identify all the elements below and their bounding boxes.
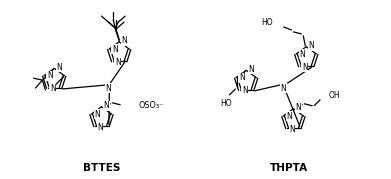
- Text: N: N: [308, 41, 314, 50]
- Text: HO: HO: [221, 99, 232, 108]
- Text: N: N: [50, 84, 56, 93]
- Text: N: N: [281, 84, 287, 93]
- Text: N: N: [121, 36, 127, 45]
- Text: N: N: [286, 112, 292, 121]
- Text: N: N: [56, 63, 62, 72]
- Text: N: N: [104, 101, 109, 110]
- Text: N: N: [302, 63, 308, 72]
- Text: N: N: [299, 50, 305, 59]
- Text: HO: HO: [261, 18, 273, 26]
- Text: OSO₃⁻: OSO₃⁻: [139, 101, 164, 110]
- Text: N: N: [296, 103, 301, 112]
- Text: N: N: [106, 84, 111, 93]
- Text: N: N: [115, 58, 120, 67]
- Text: N: N: [242, 86, 248, 95]
- Text: N: N: [47, 71, 53, 80]
- Text: N: N: [239, 73, 245, 82]
- Text: N: N: [97, 123, 103, 132]
- Text: OH: OH: [329, 91, 341, 100]
- Text: N: N: [94, 110, 100, 119]
- Text: N: N: [112, 45, 118, 54]
- Text: N: N: [248, 65, 254, 74]
- Text: N: N: [289, 125, 295, 134]
- Text: BTTES: BTTES: [83, 163, 120, 173]
- Text: THPTA: THPTA: [269, 163, 308, 173]
